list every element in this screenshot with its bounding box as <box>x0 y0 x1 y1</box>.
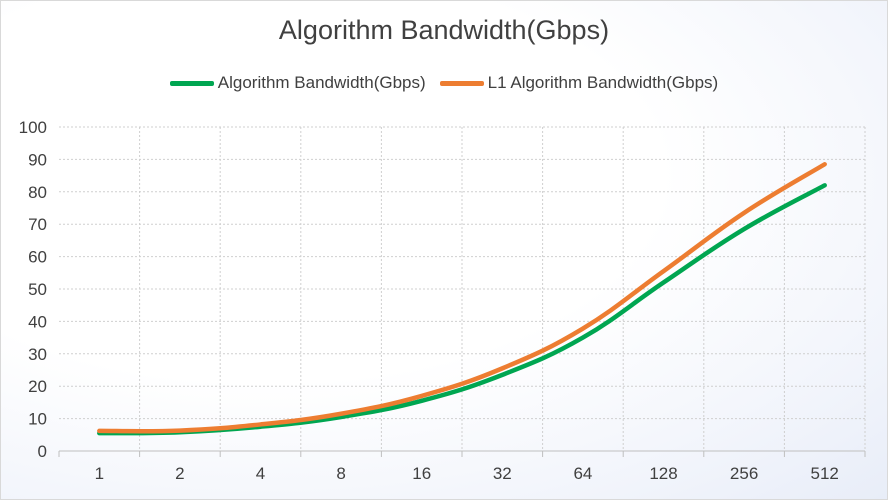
y-tick-label: 40 <box>28 312 47 331</box>
y-tick-label: 90 <box>28 150 47 169</box>
x-tick-label: 512 <box>811 464 839 483</box>
x-tick-label: 4 <box>256 464 265 483</box>
legend-label-series-1: L1 Algorithm Bandwidth(Gbps) <box>487 73 719 92</box>
x-tick-label: 8 <box>336 464 345 483</box>
legend-swatch-series-1 <box>439 80 484 86</box>
legend: Algorithm Bandwidth(Gbps) L1 Algorithm B… <box>1 73 887 93</box>
legend-label-series-0: Algorithm Bandwidth(Gbps) <box>217 73 426 92</box>
x-tick-label: 128 <box>649 464 677 483</box>
y-tick-label: 70 <box>28 215 47 234</box>
y-tick-label: 10 <box>28 410 47 429</box>
legend-swatch-series-0 <box>169 80 214 86</box>
x-tick-label: 1 <box>95 464 104 483</box>
y-tick-label: 30 <box>28 345 47 364</box>
series-line-1 <box>97 162 827 434</box>
y-tick-label: 60 <box>28 248 47 267</box>
y-tick-label: 100 <box>19 118 47 137</box>
y-tick-label: 0 <box>38 442 47 461</box>
x-tick-label: 64 <box>573 464 592 483</box>
chart-title: Algorithm Bandwidth(Gbps) <box>278 15 610 45</box>
x-tick-label: 16 <box>412 464 431 483</box>
legend-item-series-1: L1 Algorithm Bandwidth(Gbps) <box>439 73 719 93</box>
y-tick-label: 20 <box>28 377 47 396</box>
x-tick-label: 2 <box>175 464 184 483</box>
x-tick-label: 32 <box>493 464 512 483</box>
legend-item-series-0: Algorithm Bandwidth(Gbps) <box>169 73 426 93</box>
y-tick-label: 80 <box>28 183 47 202</box>
y-tick-label: 50 <box>28 280 47 299</box>
x-tick-label: 256 <box>730 464 758 483</box>
